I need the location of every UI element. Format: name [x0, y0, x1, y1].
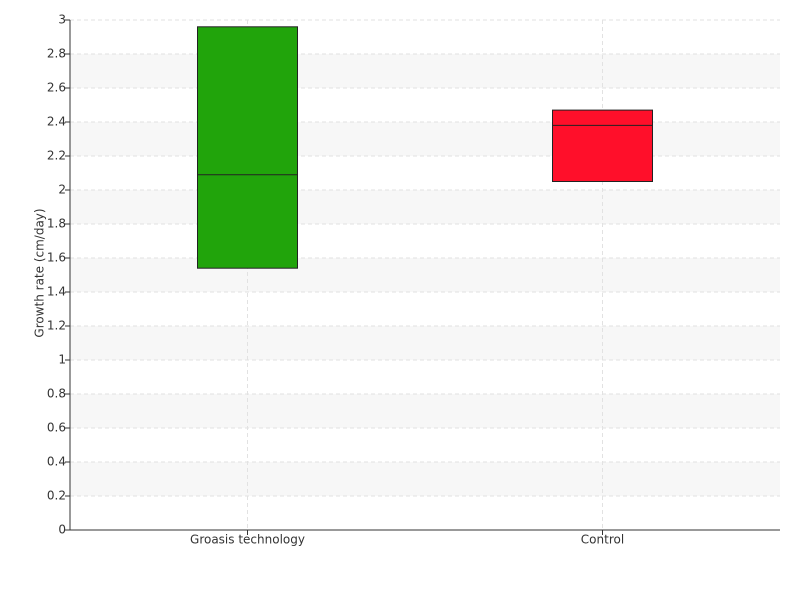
box [197, 26, 298, 269]
y-tick-label: 0.2 [47, 489, 66, 503]
plot-band [70, 122, 780, 156]
y-tick-label: 2.8 [47, 47, 66, 61]
y-tick-label: 1.2 [47, 319, 66, 333]
y-tick-label: 1 [58, 353, 66, 367]
y-tick-label: 1.4 [47, 285, 66, 299]
plot-band [70, 394, 780, 428]
y-tick-label: 0.4 [47, 455, 66, 469]
y-tick-label: 3 [58, 13, 66, 27]
plot-band [70, 190, 780, 224]
plot-band [70, 54, 780, 88]
y-tick-label: 0.8 [47, 387, 66, 401]
y-tick-label: 2 [58, 183, 66, 197]
y-tick-label: 1.6 [47, 251, 66, 265]
y-tick-label: 2.4 [47, 115, 66, 129]
plot-band [70, 462, 780, 496]
box [552, 109, 653, 182]
y-tick-label: 2.6 [47, 81, 66, 95]
y-tick-label: 0.6 [47, 421, 66, 435]
y-tick-label: 2.2 [47, 149, 66, 163]
y-tick-label: 1.8 [47, 217, 66, 231]
y-tick-label: 0 [58, 523, 66, 537]
plot-band [70, 258, 780, 292]
x-tick-label: Control [581, 533, 624, 547]
y-axis-label: Growth rate (cm/day) [33, 208, 47, 337]
x-tick-label: Groasis technology [190, 533, 305, 547]
plot-band [70, 326, 780, 360]
